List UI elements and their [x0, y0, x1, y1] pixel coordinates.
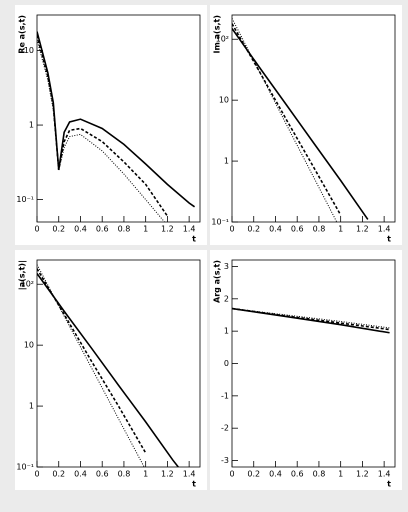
x-tick-label: 0.8 — [313, 470, 326, 479]
chart-panel: 10⁻¹ 1 10 10² 0 0.2 0.4 0.6 0.8 1 1.2 1.4t Im a(s,t) — [210, 5, 402, 245]
y-tick-label: 10² — [21, 280, 34, 289]
x-tick-label: 0.4 — [74, 470, 87, 479]
y-tick-label: 1 — [224, 327, 229, 336]
y-axis-label: |a(s,t)| — [18, 260, 27, 290]
series-line — [37, 31, 196, 208]
x-tick-label: 0.4 — [74, 225, 87, 234]
series-line — [232, 307, 390, 331]
x-tick-label: 0.6 — [96, 225, 109, 234]
x-tick-label: 0.2 — [247, 225, 260, 234]
y-tick-label: -2 — [221, 424, 229, 433]
chart-panel: -3 -2 -1 0 1 2 3 0 0.2 0.4 0.6 0.8 1 1.2 1.4t Arg a(s,t… — [210, 250, 402, 490]
x-axis-label: t — [192, 480, 196, 489]
x-tick-label: 0 — [34, 225, 39, 234]
chart-panel: 10⁻¹ 1 10 10² 0 0.2 0.4 0.6 0.8 1 1.2 1.4t |a(s,t)| — [15, 250, 207, 490]
y-tick-label: 10 — [24, 46, 34, 55]
y-tick-label: 0 — [224, 359, 229, 368]
y-tick-label: -3 — [221, 456, 229, 465]
panel — [210, 250, 402, 490]
y-tick-label: 1 — [224, 157, 229, 166]
x-tick-label: 0.4 — [269, 470, 282, 479]
x-tick-label: 1.4 — [378, 225, 391, 234]
x-tick-label: 1.4 — [183, 470, 196, 479]
plot-frame — [231, 14, 396, 223]
x-tick-label: 0.8 — [118, 225, 131, 234]
panel — [210, 5, 402, 245]
x-tick-label: 1.2 — [161, 225, 174, 234]
x-tick-label: 1 — [143, 225, 148, 234]
y-tick-label: 10⁻¹ — [211, 218, 229, 227]
y-tick-label: 10⁻¹ — [16, 463, 34, 472]
series-line — [37, 35, 169, 217]
x-tick-label: 0 — [229, 225, 234, 234]
x-axis-label: t — [387, 480, 391, 489]
y-tick-label: 1 — [29, 402, 34, 411]
y-tick-label: 10² — [216, 35, 229, 44]
series-line — [37, 39, 166, 222]
x-tick-label: 1 — [143, 470, 148, 479]
x-axis-label: t — [192, 235, 196, 244]
x-tick-label: 0.6 — [291, 470, 304, 479]
x-axis-label: t — [387, 235, 391, 244]
y-tick-label: 1 — [29, 121, 34, 130]
y-tick-label: 10 — [24, 341, 34, 350]
x-tick-label: 0.6 — [96, 470, 109, 479]
x-tick-label: 0.2 — [52, 225, 65, 234]
series-line — [37, 273, 179, 467]
x-tick-label: 1.2 — [161, 470, 174, 479]
x-tick-label: 0.6 — [291, 225, 304, 234]
y-axis-label: Im a(s,t) — [213, 15, 222, 53]
x-tick-label: 0 — [34, 470, 39, 479]
y-tick-label: 2 — [224, 294, 229, 303]
x-tick-label: 0.4 — [269, 225, 282, 234]
x-tick-label: 1 — [338, 225, 343, 234]
series-line — [37, 268, 147, 454]
y-axis-label: Re a(s,t) — [18, 15, 27, 54]
x-tick-label: 0 — [229, 470, 234, 479]
x-tick-label: 1.2 — [356, 470, 369, 479]
x-tick-label: 0.8 — [118, 470, 131, 479]
x-tick-label: 1.4 — [378, 470, 391, 479]
x-tick-label: 1.2 — [356, 225, 369, 234]
panel — [15, 250, 207, 490]
y-axis-label: Arg a(s,t) — [213, 260, 222, 303]
panel — [15, 5, 207, 245]
y-tick-label: -1 — [221, 391, 229, 400]
plot-frame — [36, 14, 201, 223]
y-tick-label: 3 — [224, 262, 229, 271]
y-tick-label: 10⁻¹ — [16, 195, 34, 204]
series-line — [232, 28, 369, 220]
series-line — [232, 18, 338, 222]
series-line — [232, 23, 342, 216]
x-tick-label: 1 — [338, 470, 343, 479]
chart-panel: 10⁻¹ 1 10 0 0.2 0.4 0.6 0.8 1 1.2 1.4t Re a(s,t) — [15, 5, 207, 245]
x-tick-label: 0.2 — [247, 470, 260, 479]
y-tick-label: 10 — [219, 96, 229, 105]
x-tick-label: 0.8 — [313, 225, 326, 234]
x-tick-label: 0.2 — [52, 470, 65, 479]
x-tick-label: 1.4 — [183, 225, 196, 234]
plot-frame — [36, 259, 201, 468]
